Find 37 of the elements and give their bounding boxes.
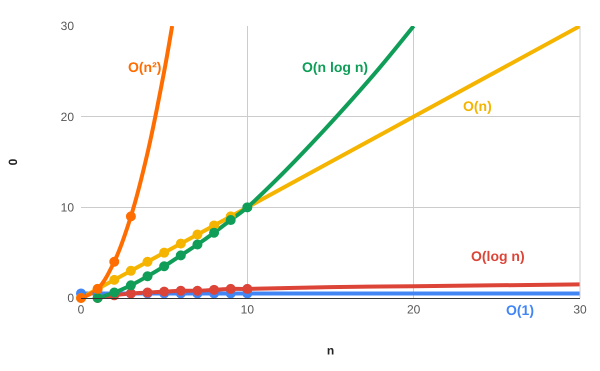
x-tick-label: 0 [78, 302, 85, 316]
y-tick-label: 10 [60, 200, 74, 215]
x-tick-label: 20 [406, 302, 421, 316]
point [176, 250, 186, 260]
y-axis-title: 0 [6, 158, 20, 166]
x-tick-label: 10 [240, 302, 254, 316]
point [159, 248, 170, 258]
x-axis-title: n [326, 343, 334, 358]
series-label: O(log n) [471, 248, 525, 264]
y-tick-label: 30 [60, 19, 74, 34]
point [126, 266, 136, 276]
point [109, 274, 120, 285]
series-label: O(1) [506, 302, 534, 318]
point [209, 228, 220, 238]
point [226, 284, 236, 294]
point [176, 286, 186, 296]
point [126, 280, 136, 290]
point [109, 256, 120, 267]
point [192, 230, 202, 240]
series-label: O(n²) [128, 59, 162, 75]
point [209, 284, 220, 295]
point [126, 211, 136, 222]
point [142, 256, 153, 267]
point [226, 215, 236, 226]
point [142, 271, 153, 282]
point [192, 240, 202, 250]
point [242, 202, 252, 212]
point [159, 261, 170, 272]
series-label: O(n) [463, 98, 492, 114]
series-label: O(n log n) [302, 59, 368, 75]
point [192, 286, 202, 296]
y-tick-label: 20 [60, 110, 74, 124]
x-tick-label: 30 [573, 302, 587, 316]
y-tick-label: 0 [67, 291, 74, 306]
point [176, 238, 186, 249]
point [109, 288, 120, 298]
point [242, 284, 252, 294]
